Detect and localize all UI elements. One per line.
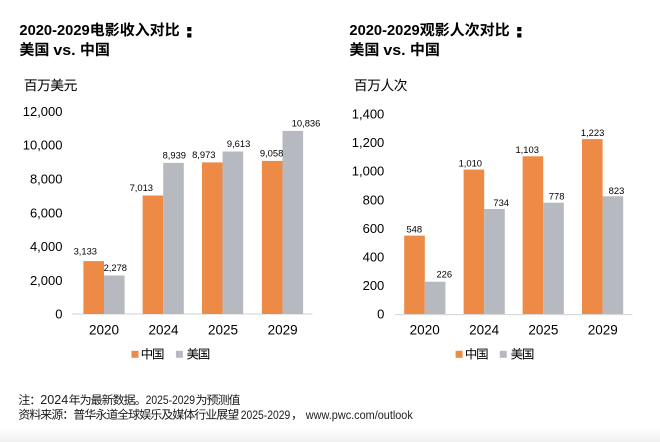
svg-text:3,133: 3,133 [74, 246, 97, 257]
svg-text:8,000: 8,000 [30, 172, 63, 187]
svg-text:734: 734 [493, 197, 509, 208]
svg-text:1,400: 1,400 [352, 107, 385, 122]
svg-text:1,103: 1,103 [515, 144, 538, 155]
svg-text:8,973: 8,973 [192, 149, 215, 160]
svg-text:600: 600 [363, 221, 385, 236]
svg-text:2025: 2025 [208, 322, 238, 337]
svg-text:1,223: 1,223 [581, 127, 604, 138]
svg-text:400: 400 [363, 249, 385, 264]
svg-text:778: 778 [549, 191, 565, 202]
svg-text:1,000: 1,000 [352, 164, 385, 179]
svg-text:1,200: 1,200 [352, 135, 385, 150]
svg-text:548: 548 [406, 223, 422, 234]
svg-text:2,278: 2,278 [104, 262, 127, 273]
svg-text:2,000: 2,000 [30, 273, 63, 288]
svg-text:10,000: 10,000 [23, 138, 63, 153]
svg-text:7,013: 7,013 [130, 182, 153, 193]
svg-text:www.pwc.com/outlook: www.pwc.com/outlook [305, 408, 414, 422]
svg-text:2024: 2024 [469, 322, 500, 337]
svg-text:2025-2029: 2025-2029 [146, 393, 196, 407]
svg-text:vs.: vs. [383, 43, 405, 59]
svg-text:vs.: vs. [53, 43, 75, 59]
svg-text:2020-2029: 2020-2029 [349, 23, 419, 39]
svg-text:0: 0 [55, 307, 62, 322]
svg-text:4,000: 4,000 [30, 239, 63, 254]
svg-text:10,836: 10,836 [292, 117, 321, 128]
svg-text:226: 226 [436, 268, 452, 279]
svg-text:9,058: 9,058 [260, 148, 283, 159]
svg-text:2020: 2020 [410, 322, 440, 337]
svg-text:6,000: 6,000 [30, 205, 63, 220]
svg-text:200: 200 [363, 278, 385, 293]
svg-text:12,000: 12,000 [23, 104, 63, 119]
svg-text:2020: 2020 [89, 322, 119, 337]
svg-text:800: 800 [363, 192, 385, 207]
svg-text:2024: 2024 [40, 393, 68, 407]
svg-text:9,613: 9,613 [227, 138, 250, 149]
svg-text:2025-2029: 2025-2029 [241, 408, 291, 422]
svg-text:2025: 2025 [528, 322, 558, 337]
svg-text:8,939: 8,939 [163, 149, 186, 160]
svg-text:2029: 2029 [268, 322, 298, 337]
svg-text:0: 0 [377, 307, 384, 322]
svg-text:2020-2029: 2020-2029 [19, 23, 89, 39]
svg-text:1,010: 1,010 [459, 157, 482, 168]
svg-text:823: 823 [609, 185, 625, 196]
svg-text:2024: 2024 [148, 322, 179, 337]
svg-text:2029: 2029 [588, 322, 618, 337]
